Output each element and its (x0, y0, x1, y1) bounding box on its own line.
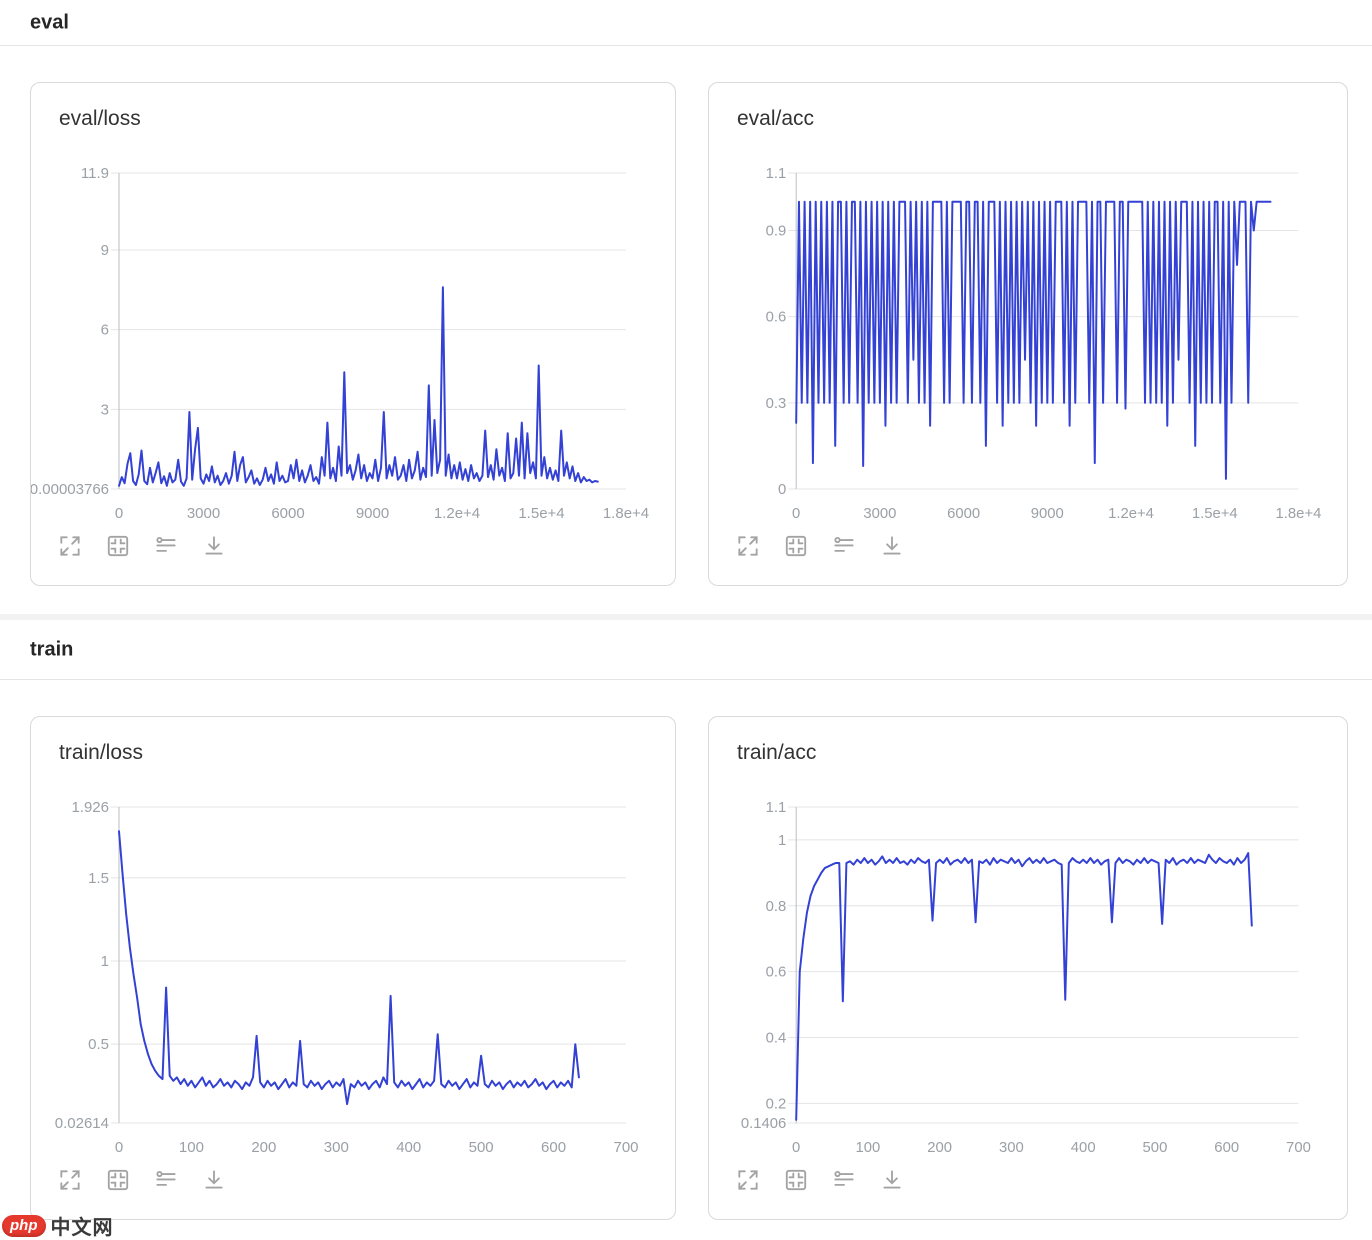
download-icon[interactable] (201, 533, 227, 559)
filter-icon[interactable] (831, 533, 857, 559)
restore-size-icon[interactable] (105, 533, 131, 559)
svg-text:1.926: 1.926 (71, 799, 109, 816)
chart-title: train/acc (737, 741, 817, 764)
svg-text:3000: 3000 (187, 505, 220, 522)
svg-text:0.6: 0.6 (766, 309, 787, 326)
svg-text:0: 0 (778, 481, 786, 498)
svg-text:0: 0 (792, 1139, 800, 1156)
svg-text:1.2e+4: 1.2e+4 (434, 505, 480, 522)
svg-text:400: 400 (396, 1139, 421, 1156)
svg-text:1: 1 (101, 953, 109, 970)
svg-text:0.02614: 0.02614 (55, 1115, 109, 1132)
filter-icon[interactable] (153, 533, 179, 559)
section-separator (0, 614, 1372, 620)
svg-text:9: 9 (101, 242, 109, 259)
svg-text:3000: 3000 (863, 505, 896, 522)
svg-text:0.6: 0.6 (766, 964, 787, 981)
svg-text:1.5: 1.5 (88, 870, 109, 887)
svg-text:200: 200 (251, 1139, 276, 1156)
svg-text:11.9: 11.9 (81, 165, 109, 182)
download-icon[interactable] (879, 1167, 905, 1193)
svg-text:6: 6 (101, 322, 109, 339)
svg-text:200: 200 (927, 1139, 952, 1156)
svg-text:0: 0 (115, 505, 123, 522)
svg-text:300: 300 (324, 1139, 349, 1156)
restore-size-icon[interactable] (783, 1167, 809, 1193)
php-logo-badge: php (2, 1214, 46, 1237)
download-icon[interactable] (879, 533, 905, 559)
chart-plot-eval-acc[interactable]: 1.1 0.9 0.6 0.3 00 3000 6000 9000 1.2e+4 1.5e+4 1.… (709, 83, 1347, 585)
svg-text:300: 300 (999, 1139, 1024, 1156)
chart-plot-train-loss[interactable]: 1.926 1.5 1 0.5 0.02614 0 100 200 300 400 500 600 70… (31, 717, 675, 1219)
svg-text:9000: 9000 (1031, 505, 1064, 522)
svg-text:500: 500 (1143, 1139, 1168, 1156)
fullscreen-icon[interactable] (735, 533, 761, 559)
svg-text:600: 600 (541, 1139, 566, 1156)
chart-title: train/loss (59, 741, 144, 764)
chart-toolbar (57, 1167, 227, 1193)
section-title-eval: eval (30, 11, 69, 33)
svg-text:700: 700 (1286, 1139, 1311, 1156)
svg-text:600: 600 (1214, 1139, 1239, 1156)
svg-text:1.8e+4: 1.8e+4 (1276, 505, 1322, 522)
restore-size-icon[interactable] (783, 533, 809, 559)
svg-text:0: 0 (792, 505, 800, 522)
svg-text:1.2e+4: 1.2e+4 (1108, 505, 1154, 522)
section-header-train: train (0, 620, 1372, 680)
chart-title: eval/acc (737, 107, 815, 130)
svg-text:500: 500 (469, 1139, 494, 1156)
chart-card-eval-loss: eval/loss 11.9 9 6 3 0.00003766 0 3000 6000 9000… (30, 82, 676, 586)
svg-text:3: 3 (101, 401, 109, 418)
chart-plot-train-acc[interactable]: 1.1 1 0.8 0.6 0.4 0.2 0.1406 0 100 200 300 400 500 60… (709, 717, 1347, 1219)
svg-text:100: 100 (179, 1139, 204, 1156)
svg-text:9000: 9000 (356, 505, 389, 522)
fullscreen-icon[interactable] (735, 1167, 761, 1193)
filter-icon[interactable] (831, 1167, 857, 1193)
svg-text:0.9: 0.9 (766, 222, 787, 239)
svg-text:0.5: 0.5 (88, 1036, 109, 1053)
filter-icon[interactable] (153, 1167, 179, 1193)
chart-toolbar (735, 1167, 905, 1193)
section-header-eval: eval (0, 0, 1372, 46)
svg-text:1.5e+4: 1.5e+4 (1192, 505, 1238, 522)
chart-toolbar (57, 533, 227, 559)
download-icon[interactable] (201, 1167, 227, 1193)
chart-card-train-acc: train/acc 1.1 1 0.8 0.6 0.4 0.2 0.1406 0 100 200 3… (708, 716, 1348, 1220)
svg-text:6000: 6000 (947, 505, 980, 522)
chart-card-train-loss: train/loss 1.926 1.5 1 0.5 0.02614 0 100 200 300… (30, 716, 676, 1220)
fullscreen-icon[interactable] (57, 533, 83, 559)
svg-text:0.1406: 0.1406 (741, 1115, 786, 1132)
svg-text:1.1: 1.1 (766, 165, 787, 182)
svg-text:100: 100 (856, 1139, 881, 1156)
svg-text:0.4: 0.4 (766, 1030, 787, 1047)
svg-text:1: 1 (778, 832, 786, 849)
svg-text:1.8e+4: 1.8e+4 (603, 505, 649, 522)
svg-text:0: 0 (115, 1139, 123, 1156)
svg-text:0.3: 0.3 (766, 395, 787, 412)
svg-text:1.5e+4: 1.5e+4 (518, 505, 564, 522)
svg-text:0.8: 0.8 (766, 898, 787, 915)
svg-text:0.00003766: 0.00003766 (31, 481, 109, 498)
svg-text:1.1: 1.1 (766, 799, 787, 816)
svg-text:700: 700 (613, 1139, 638, 1156)
svg-text:0.2: 0.2 (766, 1095, 787, 1112)
chart-card-eval-acc: eval/acc 1.1 0.9 0.6 0.3 0 0 3000 6000 9000 1.2e+… (708, 82, 1348, 586)
chart-toolbar (735, 533, 905, 559)
section-title-train: train (30, 638, 74, 660)
fullscreen-icon[interactable] (57, 1167, 83, 1193)
svg-text:6000: 6000 (271, 505, 304, 522)
restore-size-icon[interactable] (105, 1167, 131, 1193)
svg-text:400: 400 (1071, 1139, 1096, 1156)
chart-title: eval/loss (59, 107, 141, 130)
watermark-label: 中文网 (50, 1217, 114, 1239)
chart-plot-eval-loss[interactable]: 11.9 9 6 3 0.00003766 0 3000 6000 9000 1.2e+4 1.5e… (31, 83, 675, 585)
watermark: php 中文网 (2, 1211, 114, 1240)
